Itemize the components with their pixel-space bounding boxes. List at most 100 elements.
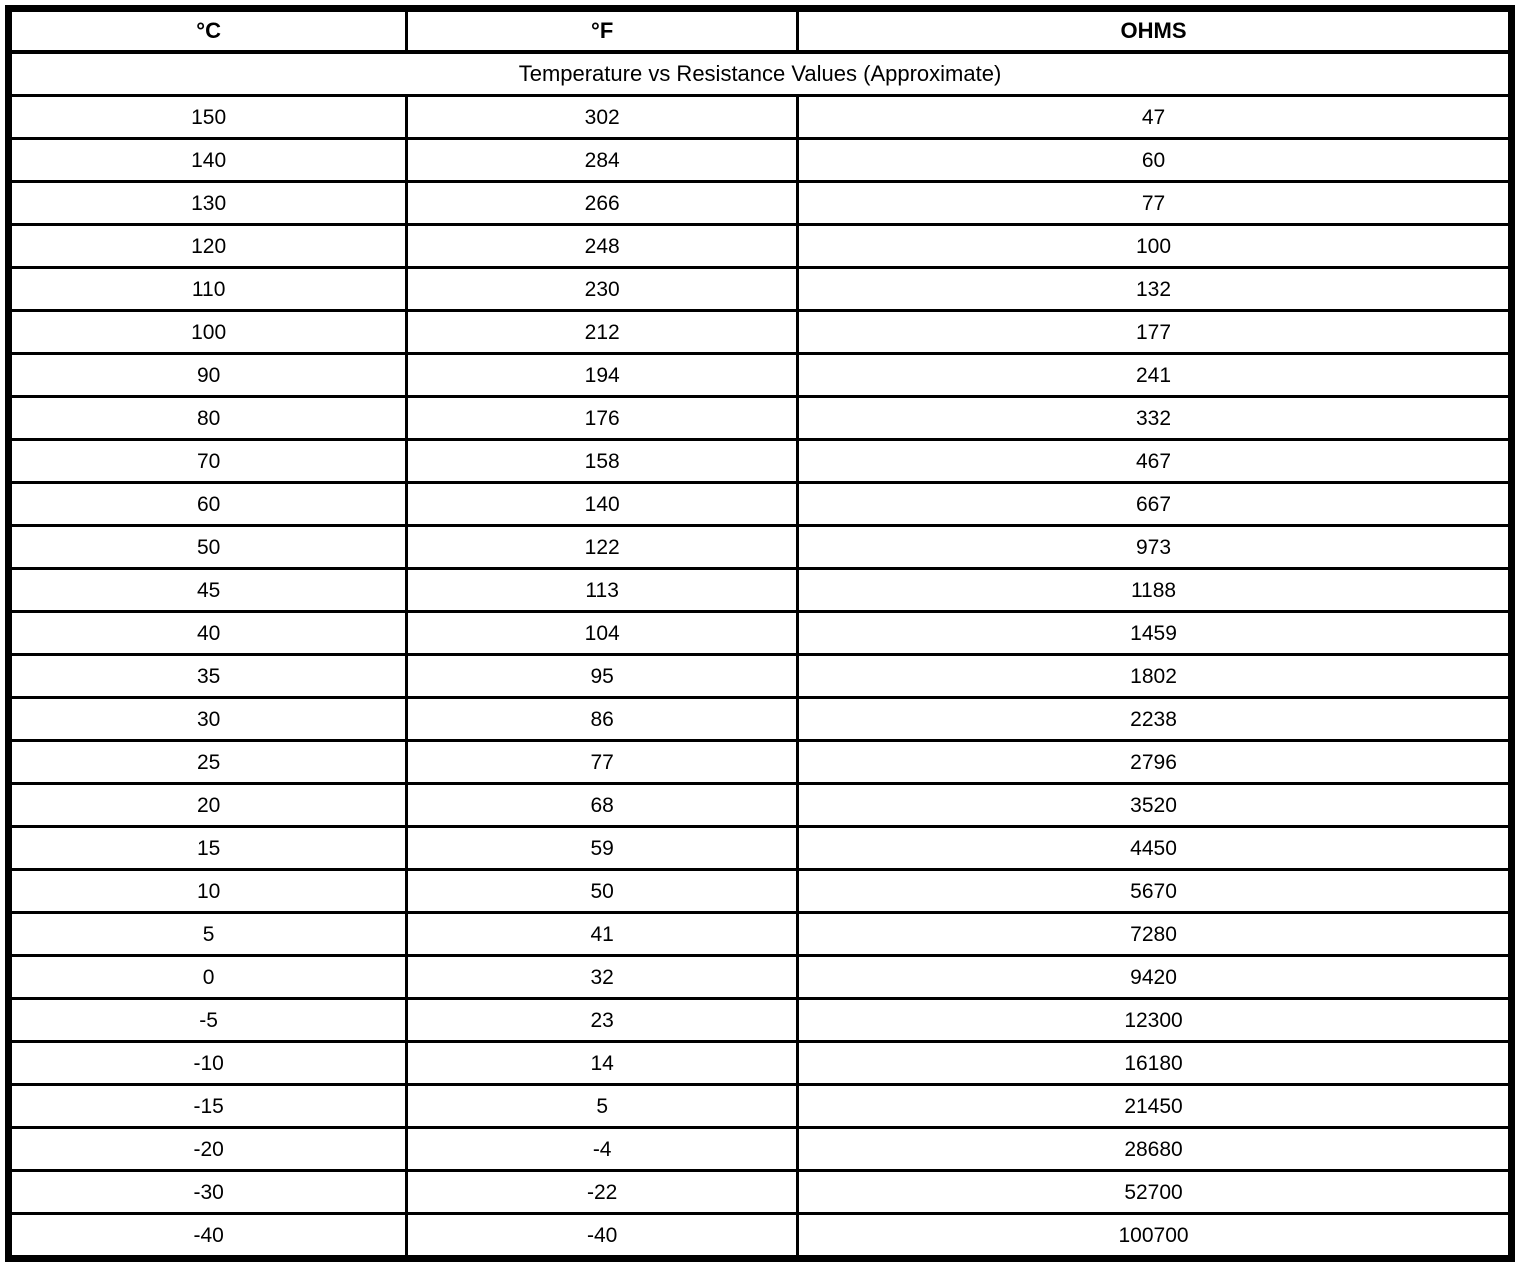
- cell-ohms: 4450: [796, 825, 1513, 871]
- cell-fahrenheit: 284: [405, 137, 800, 183]
- table-row: 50 122 973: [6, 524, 1513, 570]
- cell-fahrenheit: 266: [405, 180, 800, 226]
- table-row: -20 -4 28680: [6, 1126, 1513, 1172]
- cell-celsius: 25: [6, 739, 409, 785]
- cell-fahrenheit: 230: [405, 266, 800, 312]
- cell-celsius: 15: [6, 825, 409, 871]
- cell-ohms: 60: [796, 137, 1513, 183]
- cell-fahrenheit: 113: [405, 567, 800, 613]
- cell-fahrenheit: 248: [405, 223, 800, 269]
- cell-ohms: 5670: [796, 868, 1513, 914]
- cell-ohms: 241: [796, 352, 1513, 398]
- cell-fahrenheit: 59: [405, 825, 800, 871]
- table-row: 80 176 332: [6, 395, 1513, 441]
- cell-celsius: 80: [6, 395, 409, 441]
- cell-fahrenheit: -4: [405, 1126, 800, 1172]
- cell-ohms: 667: [796, 481, 1513, 527]
- cell-celsius: -20: [6, 1126, 409, 1172]
- cell-celsius: -40: [6, 1212, 409, 1260]
- cell-celsius: 35: [6, 653, 409, 699]
- cell-celsius: 150: [6, 94, 409, 140]
- cell-celsius: 40: [6, 610, 409, 656]
- cell-ohms: 47: [796, 94, 1513, 140]
- cell-celsius: 70: [6, 438, 409, 484]
- cell-ohms: 12300: [796, 997, 1513, 1043]
- column-header-fahrenheit: °F: [405, 7, 800, 54]
- table-row: 35 95 1802: [6, 653, 1513, 699]
- table-row: 20 68 3520: [6, 782, 1513, 828]
- cell-ohms: 973: [796, 524, 1513, 570]
- cell-fahrenheit: 194: [405, 352, 800, 398]
- cell-fahrenheit: -40: [405, 1212, 800, 1260]
- cell-celsius: 60: [6, 481, 409, 527]
- cell-fahrenheit: 68: [405, 782, 800, 828]
- cell-ohms: 28680: [796, 1126, 1513, 1172]
- cell-ohms: 1802: [796, 653, 1513, 699]
- table-row: 40 104 1459: [6, 610, 1513, 656]
- cell-celsius: 30: [6, 696, 409, 742]
- table-row: -40 -40 100700: [6, 1212, 1513, 1260]
- cell-ohms: 467: [796, 438, 1513, 484]
- cell-ohms: 1188: [796, 567, 1513, 613]
- cell-ohms: 16180: [796, 1040, 1513, 1086]
- table-row: -15 5 21450: [6, 1083, 1513, 1129]
- cell-celsius: 120: [6, 223, 409, 269]
- table-row: 100 212 177: [6, 309, 1513, 355]
- table-row: 10 50 5670: [6, 868, 1513, 914]
- cell-fahrenheit: 95: [405, 653, 800, 699]
- cell-celsius: 90: [6, 352, 409, 398]
- cell-celsius: -5: [6, 997, 409, 1043]
- cell-ohms: 132: [796, 266, 1513, 312]
- table-title: Temperature vs Resistance Values (Approx…: [7, 50, 1513, 97]
- table-row: 110 230 132: [6, 266, 1513, 312]
- table-row: 120 248 100: [6, 223, 1513, 269]
- cell-ohms: 177: [796, 309, 1513, 355]
- table-row: 70 158 467: [6, 438, 1513, 484]
- cell-fahrenheit: 158: [405, 438, 800, 484]
- cell-ohms: 7280: [796, 911, 1513, 957]
- cell-ohms: 100700: [796, 1212, 1513, 1260]
- table-row: -10 14 16180: [6, 1040, 1513, 1086]
- cell-celsius: 50: [6, 524, 409, 570]
- cell-fahrenheit: 140: [405, 481, 800, 527]
- cell-fahrenheit: 104: [405, 610, 800, 656]
- cell-celsius: 130: [6, 180, 409, 226]
- cell-ohms: 21450: [796, 1083, 1513, 1129]
- cell-fahrenheit: 14: [405, 1040, 800, 1086]
- cell-fahrenheit: 32: [405, 954, 800, 1000]
- table-row: 15 59 4450: [6, 825, 1513, 871]
- table-row: 45 113 1188: [6, 567, 1513, 613]
- cell-fahrenheit: 23: [405, 997, 800, 1043]
- table-row: -30 -22 52700: [6, 1169, 1513, 1215]
- cell-ohms: 1459: [796, 610, 1513, 656]
- cell-celsius: 0: [6, 954, 409, 1000]
- table-row: 150 302 47: [6, 94, 1513, 140]
- header-row: °C °F OHMS: [6, 7, 1513, 54]
- table-row: 140 284 60: [6, 137, 1513, 183]
- cell-ohms: 2238: [796, 696, 1513, 742]
- cell-celsius: -10: [6, 1040, 409, 1086]
- cell-ohms: 332: [796, 395, 1513, 441]
- table-row: -5 23 12300: [6, 997, 1513, 1043]
- cell-fahrenheit: 5: [405, 1083, 800, 1129]
- cell-fahrenheit: 302: [405, 94, 800, 140]
- table-row: 30 86 2238: [6, 696, 1513, 742]
- cell-ohms: 9420: [796, 954, 1513, 1000]
- cell-celsius: 110: [6, 266, 409, 312]
- cell-ohms: 52700: [796, 1169, 1513, 1215]
- cell-celsius: -15: [6, 1083, 409, 1129]
- cell-celsius: 140: [6, 137, 409, 183]
- cell-fahrenheit: 50: [405, 868, 800, 914]
- cell-fahrenheit: 176: [405, 395, 800, 441]
- column-header-celsius: °C: [6, 7, 409, 54]
- table-row: 5 41 7280: [6, 911, 1513, 957]
- cell-ohms: 100: [796, 223, 1513, 269]
- table-row: 130 266 77: [6, 180, 1513, 226]
- table-row: 0 32 9420: [6, 954, 1513, 1000]
- table-row: 25 77 2796: [6, 739, 1513, 785]
- table-body: 150 302 47 140 284 60 130 266 77 120 248 100 110 230 1…: [6, 94, 1513, 1260]
- cell-ohms: 77: [796, 180, 1513, 226]
- cell-fahrenheit: 212: [405, 309, 800, 355]
- cell-celsius: 100: [6, 309, 409, 355]
- cell-fahrenheit: 122: [405, 524, 800, 570]
